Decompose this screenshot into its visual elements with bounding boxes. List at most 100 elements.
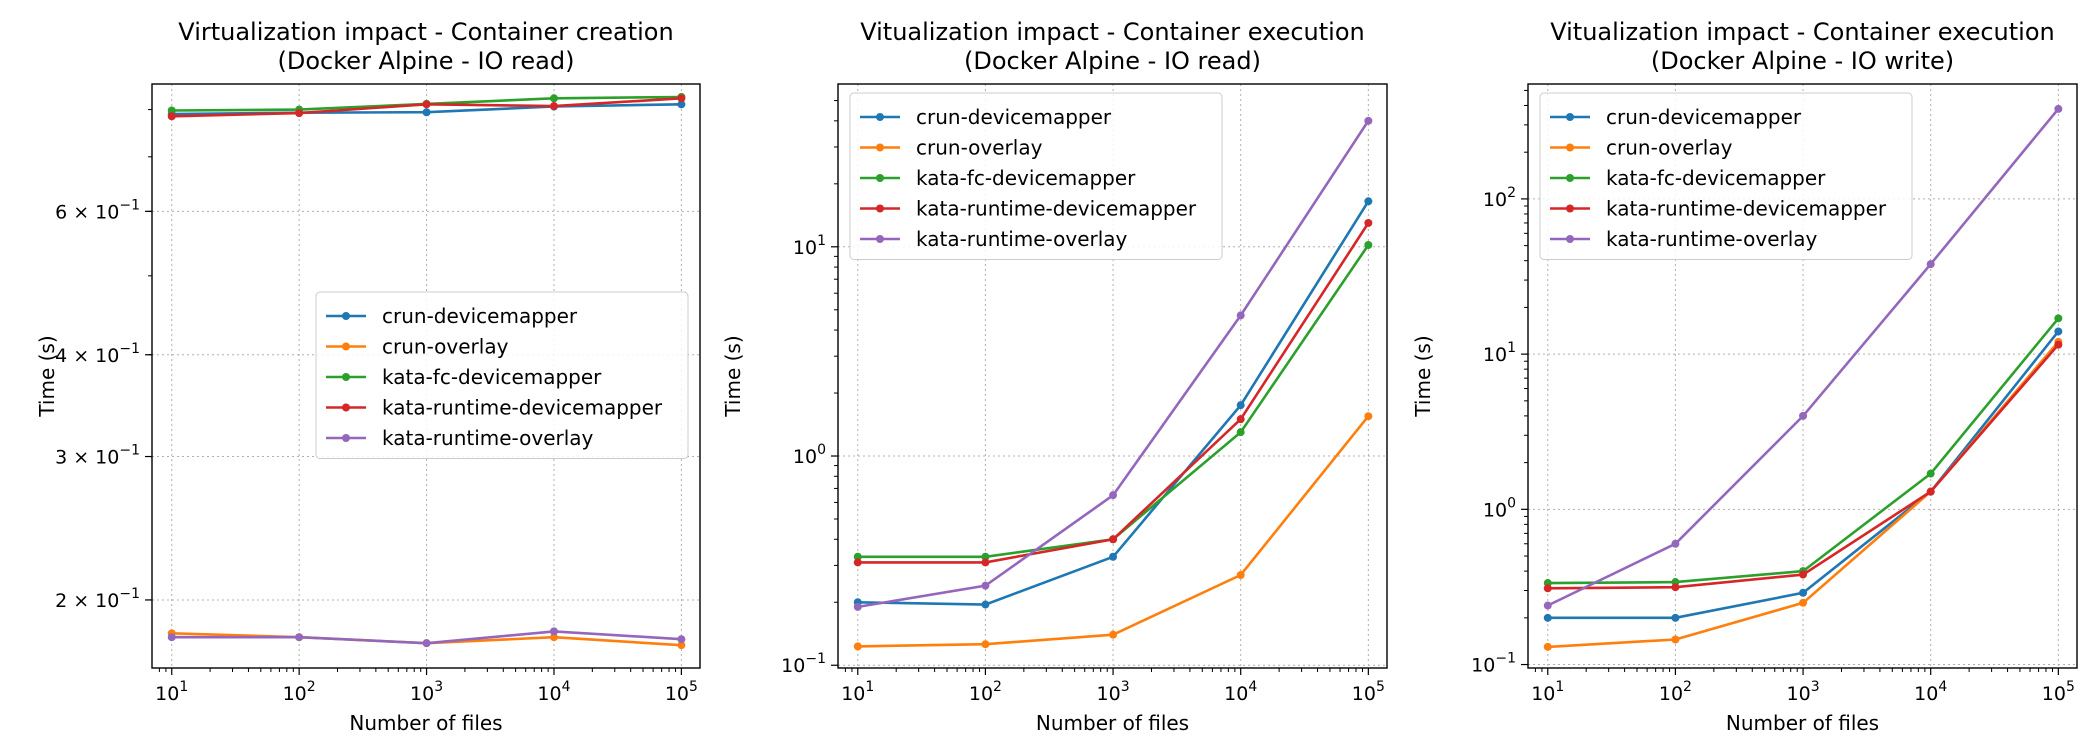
y-tick-label: 101 <box>1483 340 1516 366</box>
legend-entry: kata-fc-devicemapper <box>916 166 1136 190</box>
legend-entry: crun-overlay <box>382 335 509 359</box>
x-tick-label: 105 <box>1352 679 1385 705</box>
legend-marker <box>876 113 884 121</box>
data-point-kata-fc-devicemapper <box>981 552 990 561</box>
legend: crun-devicemapper crun-overlay kata-fc-dev… <box>849 92 1223 260</box>
legend-marker <box>342 434 350 442</box>
x-tick-label: 102 <box>283 679 316 705</box>
data-point-kata-fc-devicemapper <box>1364 241 1373 250</box>
data-point-crun-devicemapper <box>1671 613 1680 622</box>
legend-marker <box>1566 235 1574 243</box>
x-tick-label: 104 <box>1914 679 1947 705</box>
data-point-crun-devicemapper <box>1364 197 1373 206</box>
data-point-kata-runtime-devicemapper <box>2054 340 2063 349</box>
data-point-kata-fc-devicemapper <box>853 552 862 561</box>
legend-marker <box>1566 143 1574 152</box>
plot-frame <box>151 83 701 669</box>
data-point-crun-devicemapper <box>1236 401 1245 410</box>
y-axis-label: Time (s) <box>1411 335 1435 417</box>
legend-entry: kata-fc-devicemapper <box>382 365 602 389</box>
y-axis-label: Time (s) <box>35 335 59 417</box>
chart-panel-1: 101 102 103 104 105 2 × 10−1 3 × 10−1 4 × 10−1 6… <box>35 18 701 735</box>
data-point-kata-runtime-overlay <box>1799 411 1808 420</box>
data-point-kata-runtime-overlay <box>1109 491 1118 500</box>
x-tick-label: 102 <box>1659 679 1692 705</box>
data-point-kata-runtime-overlay <box>167 633 176 642</box>
data-point-kata-runtime-overlay <box>1926 260 1935 269</box>
legend-entry: crun-devicemapper <box>382 304 578 328</box>
data-point-crun-overlay <box>1364 412 1373 421</box>
y-tick-label: 3 × 10−1 <box>55 443 140 469</box>
legend-entry: crun-overlay <box>1606 136 1733 160</box>
y-tick-label: 4 × 10−1 <box>55 341 140 367</box>
x-axis-label: Number of files <box>1726 711 1879 735</box>
data-point-kata-runtime-overlay <box>295 633 304 642</box>
data-point-crun-devicemapper <box>1109 552 1118 561</box>
data-point-kata-fc-devicemapper <box>1926 469 1935 478</box>
legend-marker <box>342 403 350 412</box>
data-point-kata-runtime-devicemapper <box>1671 583 1680 592</box>
x-tick-label: 103 <box>1097 679 1130 705</box>
data-point-crun-devicemapper <box>677 100 686 109</box>
data-point-kata-runtime-devicemapper <box>295 109 304 118</box>
legend: crun-devicemapper crun-overlay kata-fc-dev… <box>1539 92 1913 260</box>
x-tick-label: 102 <box>969 679 1002 705</box>
chart-panel-2: 101 102 103 104 105 10−1 100 101 Vitualization i… <box>721 18 1388 735</box>
x-tick-label: 105 <box>2042 679 2075 705</box>
x-tick-label: 104 <box>537 679 570 705</box>
data-point-crun-overlay <box>1799 598 1808 607</box>
x-tick-label: 103 <box>1787 679 1820 705</box>
legend-marker <box>876 235 884 243</box>
legend-marker <box>876 174 884 182</box>
x-axis-label: Number of files <box>1036 711 1189 735</box>
data-point-kata-runtime-devicemapper <box>1799 570 1808 579</box>
legend-box <box>849 92 1223 260</box>
x-axis-label: Number of files <box>349 711 502 735</box>
data-point-kata-runtime-overlay <box>853 602 862 611</box>
data-point-crun-overlay <box>677 641 686 650</box>
data-point-kata-runtime-devicemapper <box>1926 487 1935 496</box>
data-point-crun-overlay <box>1671 635 1680 644</box>
x-tick-label: 101 <box>155 679 188 705</box>
data-point-kata-runtime-overlay <box>549 627 558 636</box>
y-axis-label: Time (s) <box>721 335 745 417</box>
data-point-kata-runtime-overlay <box>677 635 686 644</box>
y-tick-label: 101 <box>793 233 826 259</box>
y-tick-label: 10−1 <box>1471 651 1516 677</box>
data-point-kata-fc-devicemapper <box>167 106 176 115</box>
x-tick-label: 101 <box>1531 679 1564 705</box>
legend-marker <box>342 312 350 320</box>
plot-frame <box>837 83 1388 669</box>
data-point-kata-runtime-overlay <box>1671 539 1680 548</box>
data-point-crun-overlay <box>1543 642 1552 651</box>
data-point-kata-runtime-overlay <box>981 581 990 590</box>
legend-marker <box>1566 113 1574 121</box>
data-point-kata-runtime-devicemapper <box>549 102 558 111</box>
legend-entry: kata-runtime-devicemapper <box>382 396 663 420</box>
y-tick-label: 100 <box>793 442 826 468</box>
legend: crun-devicemapper crun-overlay kata-fc-dev… <box>315 291 689 459</box>
x-tick-label: 101 <box>841 679 874 705</box>
x-tick-label: 105 <box>665 679 698 705</box>
legend-entry: kata-runtime-devicemapper <box>916 197 1197 221</box>
data-point-crun-overlay <box>1109 630 1118 639</box>
legend-entry: kata-runtime-overlay <box>1606 227 1818 251</box>
data-point-crun-overlay <box>981 640 990 649</box>
plot-frame <box>1527 83 2078 669</box>
data-point-kata-runtime-overlay <box>1364 116 1373 125</box>
data-point-kata-runtime-devicemapper <box>981 558 990 567</box>
x-tick-label: 104 <box>1224 679 1257 705</box>
data-point-kata-fc-devicemapper <box>1236 428 1245 437</box>
legend-entry: crun-overlay <box>916 136 1043 160</box>
data-point-kata-fc-devicemapper <box>549 94 558 103</box>
data-point-kata-runtime-devicemapper <box>167 112 176 121</box>
data-point-kata-runtime-devicemapper <box>853 558 862 567</box>
y-tick-label: 102 <box>1483 185 1516 211</box>
chart-title: Virtualization impact - Container creati… <box>178 18 673 75</box>
legend-entry: kata-fc-devicemapper <box>1606 166 1826 190</box>
data-point-crun-overlay <box>549 633 558 642</box>
data-point-crun-devicemapper <box>1799 588 1808 597</box>
data-point-crun-overlay <box>1236 570 1245 579</box>
data-point-kata-runtime-devicemapper <box>1543 584 1552 593</box>
